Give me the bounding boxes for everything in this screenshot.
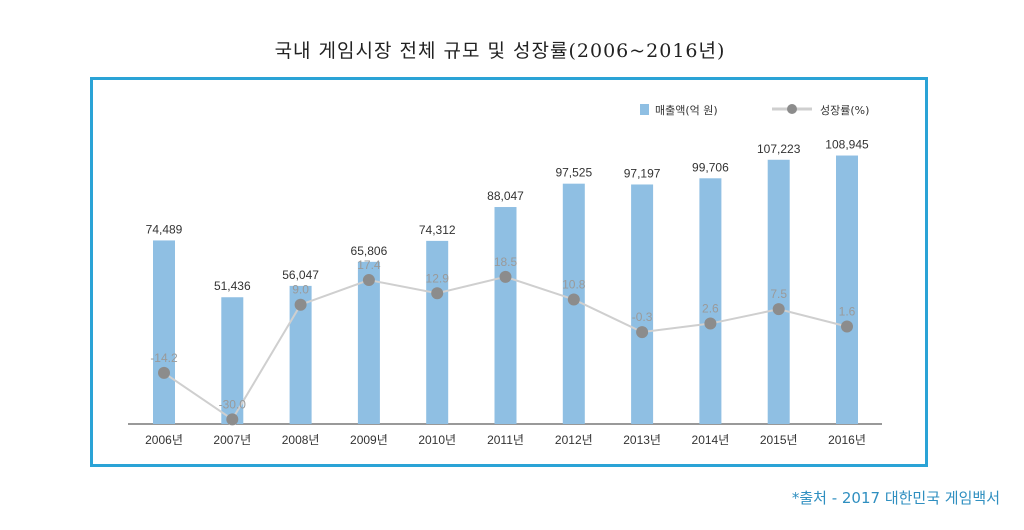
bar-9 (699, 178, 722, 424)
legend-bar-swatch (640, 104, 649, 115)
growth-rate-label: 12.9 (426, 271, 450, 285)
x-tick-label: 2007년 (213, 433, 251, 447)
growth-rate-label: 10.8 (562, 277, 586, 291)
growth-rate-point (567, 293, 580, 306)
bar-value-label: 74,312 (419, 223, 456, 237)
source-note: *출처 - 2017 대한민국 게임백서 (791, 489, 1000, 507)
growth-rate-point (499, 270, 512, 283)
growth-rate-point (772, 303, 785, 316)
bar-5 (426, 240, 449, 424)
growth-rate-label: -0.3 (632, 310, 653, 324)
growth-rate-label: 1.6 (839, 304, 856, 318)
growth-rate-label: 7.5 (770, 287, 787, 301)
legend-line-marker (787, 104, 797, 114)
bar-4 (357, 261, 380, 424)
bar-value-label: 97,525 (555, 166, 592, 180)
growth-rate-label: -14.2 (150, 351, 178, 365)
bar-value-label: 99,706 (692, 160, 729, 174)
bar-3 (289, 285, 312, 424)
x-tick-label: 2015년 (760, 433, 798, 447)
bar-value-label: 97,197 (624, 166, 661, 180)
bar-value-label: 74,489 (146, 222, 183, 236)
growth-rate-label: -30.0 (219, 397, 247, 411)
x-tick-label: 2016년 (828, 433, 866, 447)
x-tick-label: 2008년 (282, 433, 320, 447)
bar-value-label: 65,806 (351, 244, 388, 258)
bar-value-label: 51,436 (214, 279, 251, 293)
growth-rate-point (431, 287, 444, 300)
x-tick-label: 2010년 (418, 433, 456, 447)
growth-rate-label: 17.4 (357, 258, 381, 272)
growth-rate-point (294, 298, 307, 311)
x-tick-label: 2006년 (145, 433, 183, 447)
bar-value-label: 107,223 (757, 142, 801, 156)
x-tick-label: 2009년 (350, 433, 388, 447)
growth-rate-point (636, 326, 649, 339)
bar-value-label: 56,047 (282, 268, 319, 282)
growth-rate-label: 2.6 (702, 302, 719, 316)
x-tick-label: 2013년 (623, 433, 661, 447)
growth-rate-point (362, 274, 375, 287)
bar-8 (631, 184, 654, 424)
legend-bar-label: 매출액(억 원) (655, 104, 718, 117)
bar-10 (767, 159, 790, 424)
x-tick-label: 2012년 (555, 433, 593, 447)
growth-rate-point (158, 366, 170, 379)
x-tick-label: 2014년 (692, 433, 730, 447)
growth-rate-point (841, 320, 853, 333)
bar-value-label: 108,945 (825, 138, 869, 152)
chart-title: 국내 게임시장 전체 규모 및 성장률(2006~2016년) (274, 40, 726, 62)
growth-rate-point (226, 413, 239, 426)
x-tick-label: 2011년 (487, 433, 524, 447)
bar-11 (836, 155, 858, 425)
growth-rate-label: 18.5 (494, 255, 518, 269)
bar-value-label: 88,047 (487, 189, 524, 203)
legend-line-label: 성장률(%) (820, 104, 869, 117)
bar-6 (494, 207, 517, 424)
bar-2 (221, 297, 244, 424)
growth-rate-label: 9.0 (292, 283, 309, 297)
growth-rate-point (704, 317, 717, 330)
bar-1 (153, 240, 175, 424)
